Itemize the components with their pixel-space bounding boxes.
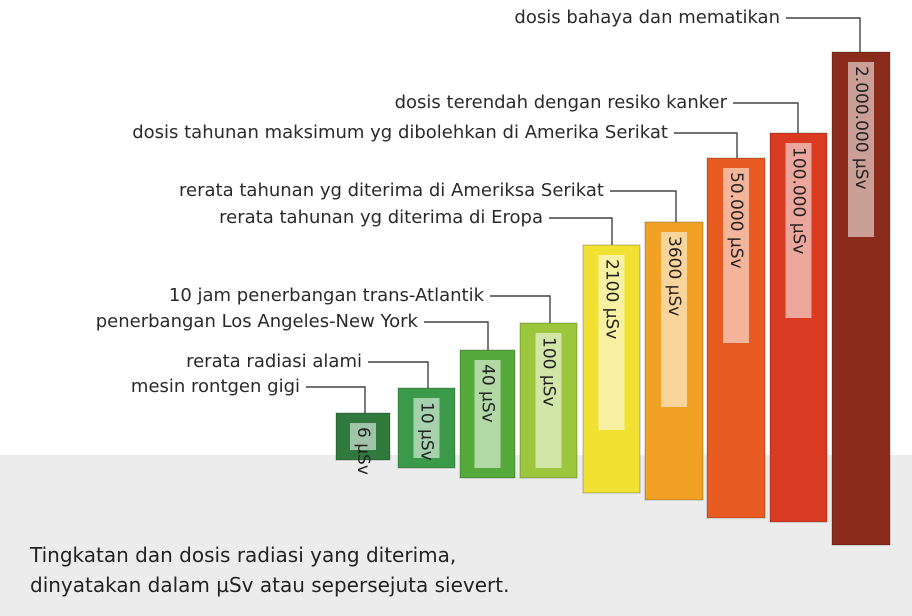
dose-label: 2100 µSv (602, 259, 622, 339)
leader-line (424, 321, 489, 350)
leader-line (549, 217, 613, 245)
dose-label: 6 µSv (353, 427, 373, 475)
dose-label: 3600 µSv (664, 236, 684, 316)
dose-label: 10 µSv (417, 402, 437, 461)
leader-line (733, 102, 799, 133)
dose-box (350, 423, 376, 450)
item-label: 10 jam penerbangan trans-Atlantik (169, 285, 485, 306)
dose-box (535, 333, 562, 468)
leader-line (368, 361, 429, 388)
dose-label: 40 µSv (478, 364, 498, 423)
dose-label: 100 µSv (539, 337, 559, 407)
dose-box (723, 168, 749, 343)
leader-line (490, 295, 551, 323)
leader-line (610, 190, 677, 222)
item-label: mesin rontgen gigi (131, 376, 300, 397)
item-label: dosis tahunan maksimum yg dibolehkan di … (132, 122, 668, 143)
item-label: dosis terendah dengan resiko kanker (395, 92, 728, 113)
item-label: rerata tahunan yg diterima di Ameriksa S… (179, 180, 604, 201)
dose-box (848, 62, 874, 237)
dose-box (474, 360, 501, 468)
item-label: rerata tahunan yg diterima di Eropa (219, 207, 543, 228)
dose-label: 100.000 µSv (789, 147, 809, 254)
caption-line: Tingkatan dan dosis radiasi yang diterim… (29, 543, 456, 567)
item-label: rerata radiasi alami (186, 351, 362, 372)
item-label: penerbangan Los Angeles-New York (96, 311, 419, 332)
leader-line (306, 386, 366, 413)
dose-box (413, 398, 440, 458)
leader-line (786, 17, 861, 52)
leader-line (674, 132, 738, 158)
item-label: dosis bahaya dan mematikan (514, 7, 780, 28)
dose-box (661, 232, 687, 407)
caption-line: dinyatakan dalam µSv atau sepersejuta si… (30, 573, 509, 597)
dose-box (785, 143, 812, 318)
dose-label: 50.000 µSv (726, 172, 746, 269)
dose-box (598, 255, 625, 430)
dose-label: 2.000.000 µSv (851, 66, 871, 190)
